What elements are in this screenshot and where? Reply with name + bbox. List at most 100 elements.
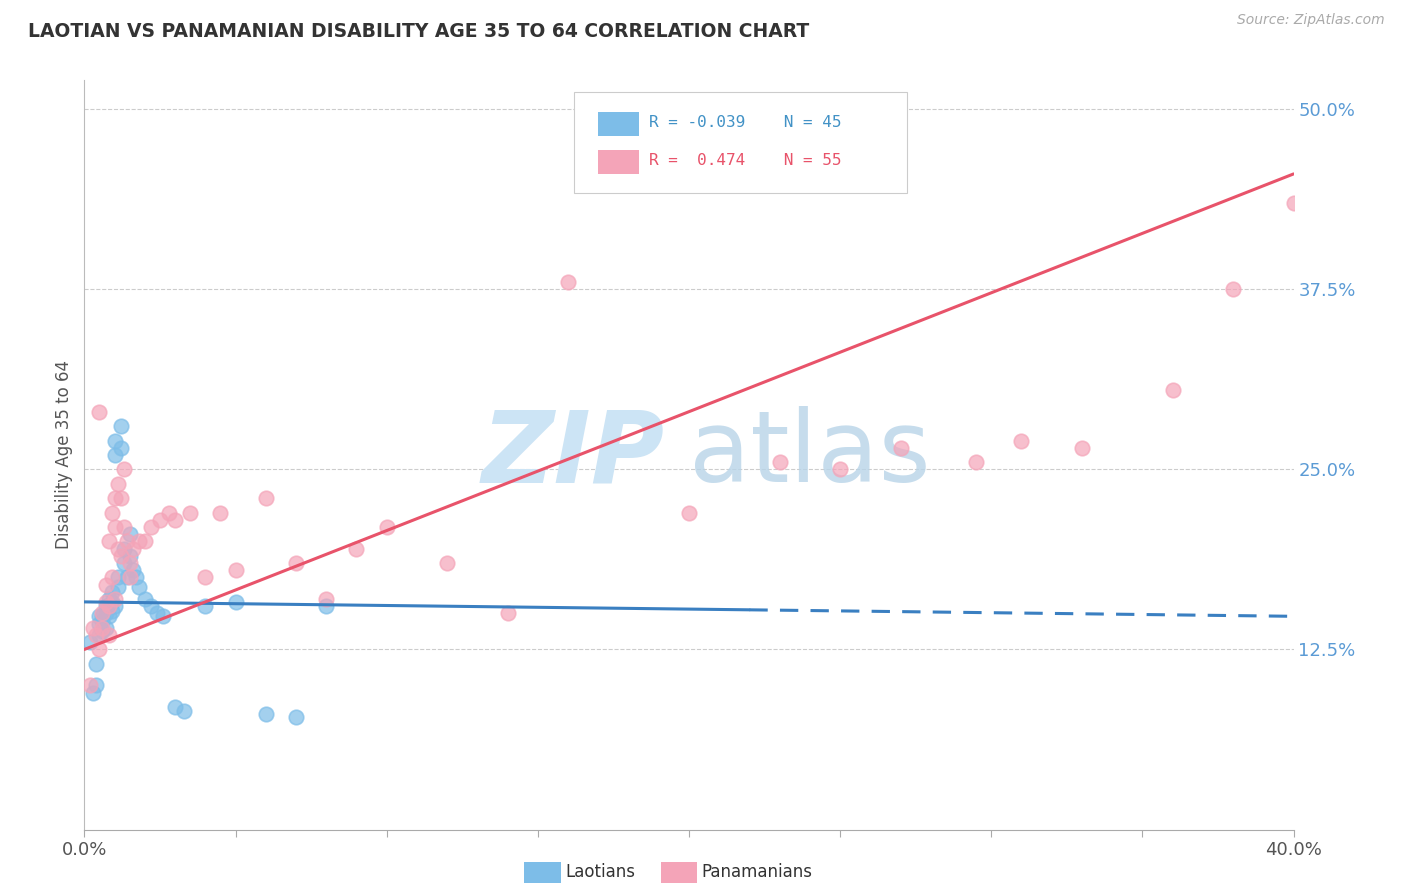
Point bbox=[97, 534, 120, 549]
Point bbox=[112, 520, 135, 534]
Point bbox=[97, 628, 120, 642]
Y-axis label: Disability Age 35 to 64: Disability Age 35 to 64 bbox=[55, 360, 73, 549]
Point bbox=[89, 609, 111, 624]
Point bbox=[157, 506, 180, 520]
Point bbox=[285, 556, 308, 570]
Point bbox=[107, 581, 129, 595]
Point bbox=[100, 584, 122, 599]
Point bbox=[104, 491, 127, 505]
Point bbox=[86, 678, 108, 692]
Point bbox=[110, 441, 132, 455]
Point bbox=[194, 570, 217, 584]
Point bbox=[179, 506, 201, 520]
Point bbox=[436, 556, 458, 570]
Point bbox=[118, 527, 141, 541]
Point bbox=[146, 607, 169, 621]
Point bbox=[315, 592, 337, 607]
Point bbox=[97, 592, 120, 607]
FancyBboxPatch shape bbox=[599, 150, 640, 174]
Point bbox=[107, 541, 129, 556]
Point bbox=[100, 506, 122, 520]
Text: R = -0.039    N = 45: R = -0.039 N = 45 bbox=[650, 115, 842, 130]
Text: Source: ZipAtlas.com: Source: ZipAtlas.com bbox=[1237, 13, 1385, 28]
Point bbox=[1282, 195, 1305, 210]
Point bbox=[104, 448, 127, 462]
Point bbox=[86, 657, 108, 671]
Point bbox=[830, 462, 852, 476]
Point bbox=[315, 599, 337, 614]
Point bbox=[125, 570, 148, 584]
Point bbox=[285, 710, 308, 724]
Point bbox=[375, 520, 398, 534]
Point bbox=[79, 678, 101, 692]
Point bbox=[194, 599, 217, 614]
Point bbox=[112, 541, 135, 556]
Point bbox=[110, 549, 132, 563]
Point bbox=[91, 607, 114, 621]
Point bbox=[97, 609, 120, 624]
Point bbox=[107, 476, 129, 491]
Point bbox=[89, 642, 111, 657]
Point bbox=[152, 609, 174, 624]
Text: ZIP: ZIP bbox=[482, 407, 665, 503]
Point bbox=[965, 455, 987, 469]
Point bbox=[110, 491, 132, 505]
Point bbox=[91, 621, 114, 635]
Point bbox=[128, 581, 150, 595]
Point bbox=[82, 686, 104, 700]
Point bbox=[104, 599, 127, 614]
Point bbox=[97, 599, 120, 614]
Point bbox=[134, 534, 156, 549]
Point bbox=[1222, 282, 1244, 296]
Point bbox=[94, 599, 117, 614]
Point bbox=[1011, 434, 1033, 448]
Point bbox=[121, 541, 143, 556]
Point bbox=[890, 441, 912, 455]
Text: Laotians: Laotians bbox=[565, 863, 636, 881]
Point bbox=[139, 599, 162, 614]
Point bbox=[165, 513, 187, 527]
Point bbox=[94, 577, 117, 591]
Point bbox=[165, 700, 187, 714]
Point bbox=[100, 603, 122, 617]
Text: atlas: atlas bbox=[689, 407, 931, 503]
FancyBboxPatch shape bbox=[574, 92, 907, 193]
Point bbox=[254, 491, 277, 505]
Point bbox=[91, 624, 114, 638]
Point bbox=[112, 556, 135, 570]
Point bbox=[107, 570, 129, 584]
Point bbox=[94, 607, 117, 621]
Point bbox=[97, 599, 120, 614]
Point bbox=[89, 628, 111, 642]
Point bbox=[94, 621, 117, 635]
Point bbox=[115, 570, 138, 584]
Point bbox=[1071, 441, 1094, 455]
Text: LAOTIAN VS PANAMANIAN DISABILITY AGE 35 TO 64 CORRELATION CHART: LAOTIAN VS PANAMANIAN DISABILITY AGE 35 … bbox=[28, 22, 810, 41]
Text: Panamanians: Panamanians bbox=[702, 863, 813, 881]
Point bbox=[139, 520, 162, 534]
Point bbox=[678, 506, 700, 520]
Point bbox=[769, 455, 792, 469]
Point bbox=[104, 520, 127, 534]
Point bbox=[104, 434, 127, 448]
Point bbox=[104, 592, 127, 607]
Point bbox=[112, 462, 135, 476]
Point bbox=[346, 541, 368, 556]
Point bbox=[118, 549, 141, 563]
Point bbox=[254, 707, 277, 722]
Text: R =  0.474    N = 55: R = 0.474 N = 55 bbox=[650, 153, 842, 168]
Point bbox=[134, 592, 156, 607]
Point bbox=[82, 621, 104, 635]
Point bbox=[496, 607, 519, 621]
Point bbox=[100, 570, 122, 584]
Point bbox=[557, 275, 579, 289]
Point bbox=[118, 556, 141, 570]
Point bbox=[86, 628, 108, 642]
Point bbox=[1161, 383, 1184, 397]
Point bbox=[209, 506, 232, 520]
Point bbox=[225, 563, 247, 577]
Point bbox=[79, 635, 101, 649]
Point bbox=[91, 609, 114, 624]
Point bbox=[128, 534, 150, 549]
Point bbox=[89, 405, 111, 419]
